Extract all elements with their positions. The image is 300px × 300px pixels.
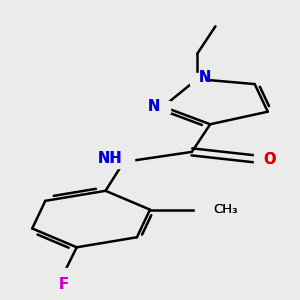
Text: N: N xyxy=(199,70,211,85)
Text: N: N xyxy=(148,99,160,114)
Text: CH₃: CH₃ xyxy=(214,203,238,216)
Bar xyxy=(58,268,70,280)
Text: CH₃: CH₃ xyxy=(214,203,238,216)
Text: NH: NH xyxy=(98,152,122,166)
Text: O: O xyxy=(263,152,276,167)
Bar xyxy=(113,156,134,168)
Bar xyxy=(254,154,266,165)
Bar xyxy=(196,204,225,215)
Bar xyxy=(190,73,205,85)
Text: F: F xyxy=(58,277,69,292)
Text: O: O xyxy=(263,152,276,167)
Bar xyxy=(156,101,170,112)
Text: NH: NH xyxy=(98,152,122,166)
Text: N: N xyxy=(199,70,211,85)
Text: F: F xyxy=(58,277,69,292)
Text: N: N xyxy=(148,99,160,114)
